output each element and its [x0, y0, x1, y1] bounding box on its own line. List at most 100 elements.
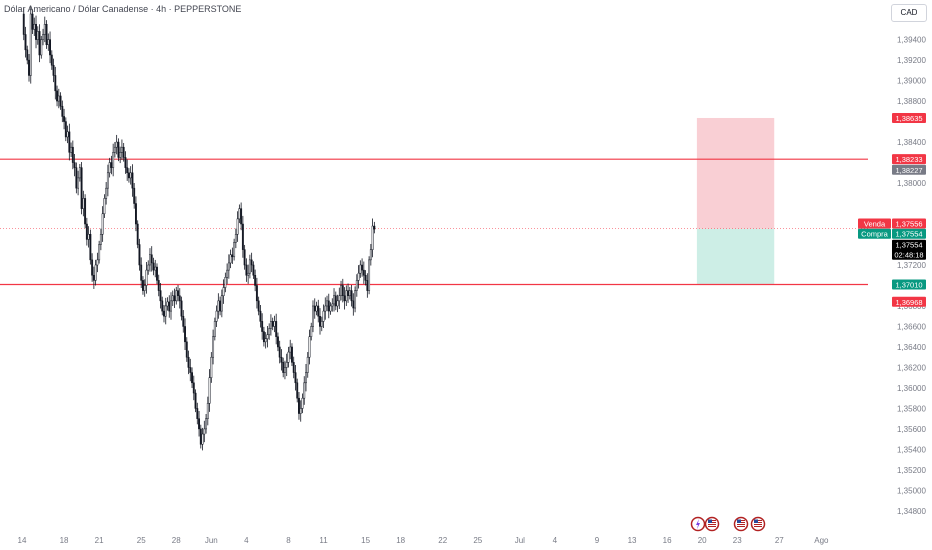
us-flag-icon[interactable] — [750, 516, 766, 532]
candle-body — [87, 234, 90, 240]
candle-body — [122, 146, 125, 158]
candle-body — [163, 310, 165, 317]
candle-body — [364, 274, 367, 281]
candle-body — [164, 305, 167, 317]
currency-button[interactable]: CAD — [891, 4, 927, 22]
candle-body — [313, 305, 316, 312]
candle-body — [341, 285, 344, 296]
candle-body — [136, 223, 139, 245]
candle-body — [243, 249, 246, 266]
symbol-title[interactable]: Dólar Americano / Dólar Canadense · 4h ·… — [4, 4, 242, 14]
price-tick-label: 1,38400 — [897, 138, 926, 147]
price-tick-label: 1,35200 — [897, 466, 926, 475]
price-labels: 1,38635 1,38233 1,38227 1,37556 Venda 1,37554… — [858, 112, 926, 307]
price-tick-label: 1,36200 — [897, 363, 926, 372]
candle-body — [50, 54, 53, 66]
time-tick-label: 18 — [396, 536, 405, 545]
candle-body — [213, 321, 216, 337]
candle-body — [52, 64, 55, 76]
price-label-box — [892, 112, 926, 123]
candle-body — [156, 266, 158, 281]
candle-body — [371, 225, 374, 250]
candle-body — [210, 356, 213, 378]
candle-body — [357, 272, 360, 281]
candle-body — [61, 105, 64, 117]
price-label-text: 1,38635 — [895, 114, 922, 123]
candle-body — [236, 218, 239, 235]
candle-body — [250, 259, 253, 266]
candle-body — [171, 295, 174, 302]
position-zones[interactable] — [0, 117, 868, 285]
price-tick-label: 1,35800 — [897, 404, 926, 413]
candle-body — [294, 372, 297, 384]
candle-body — [98, 244, 101, 261]
candle-body — [220, 295, 223, 312]
candle-body — [191, 372, 193, 384]
flag-stripe — [708, 526, 716, 527]
flag-stripe — [737, 526, 745, 527]
candle-body — [362, 269, 365, 276]
candle-body — [101, 213, 104, 235]
candle-body — [94, 264, 97, 281]
candle-body — [129, 172, 132, 179]
time-tick-label: 15 — [361, 536, 370, 545]
price-label-box — [892, 279, 926, 290]
flag-canton — [737, 519, 741, 523]
candle-body — [166, 301, 169, 307]
us-flag-icon[interactable] — [704, 516, 720, 532]
flag-canton — [754, 519, 758, 523]
price-label-box — [892, 218, 926, 229]
candle-body — [278, 346, 281, 358]
candle-body — [241, 223, 244, 250]
time-tick-label: 25 — [137, 536, 146, 545]
candle-body — [117, 141, 120, 158]
time-tick-label: 28 — [172, 536, 181, 545]
flag-canton — [708, 519, 712, 523]
candle-body — [317, 305, 320, 317]
time-tick-label: 4 — [553, 536, 558, 545]
candle-body — [299, 408, 302, 414]
price-tick-label: 1,36600 — [897, 322, 926, 331]
lightning-icon[interactable] — [690, 516, 706, 532]
candle-body — [194, 392, 197, 409]
candle-body — [262, 331, 265, 343]
candle-body — [222, 287, 225, 296]
us-flag-icon[interactable] — [733, 516, 749, 532]
candle-body — [66, 131, 69, 138]
candle-body — [143, 285, 146, 291]
flag-stripe — [708, 524, 716, 525]
candle-body — [113, 146, 116, 153]
candle-body — [203, 428, 206, 435]
price-axis[interactable]: 1,39400 1,39200 1,39000 1,38800 1,38400 1,380… — [897, 36, 926, 516]
candle-body — [198, 418, 201, 430]
price-tick-label: 1,39400 — [897, 36, 926, 45]
candle-body — [320, 321, 323, 327]
time-tick-label: 13 — [628, 536, 637, 545]
candle-body — [28, 59, 30, 76]
candle-body — [150, 254, 153, 264]
candle-body — [345, 290, 348, 302]
candle-body — [110, 162, 113, 168]
price-label-text: 1,37556 — [895, 220, 922, 229]
candle-body — [126, 167, 129, 174]
candle-body — [192, 382, 195, 394]
event-markers[interactable] — [690, 516, 766, 532]
candle-body — [175, 290, 178, 302]
candle-body — [177, 290, 179, 296]
candle-body — [145, 269, 148, 286]
order-tag-label: Compra — [861, 230, 889, 239]
candle-body — [238, 208, 241, 220]
candle-body — [180, 300, 183, 317]
price-label-box — [892, 228, 926, 239]
candle-body — [159, 290, 162, 302]
candle-body — [134, 203, 137, 225]
candle-body — [291, 346, 293, 363]
candle-body — [89, 234, 92, 261]
candle-body — [310, 326, 313, 337]
price-tick-label: 1,35000 — [897, 486, 926, 495]
time-axis[interactable]: 14 18 21 25 28 Jun 4 8 11 15 18 22 25 Jul 4 9 13 16 20 23 27… — [18, 536, 829, 545]
candle-body — [333, 295, 335, 305]
candle-body — [312, 305, 314, 327]
candle-body — [264, 338, 267, 343]
